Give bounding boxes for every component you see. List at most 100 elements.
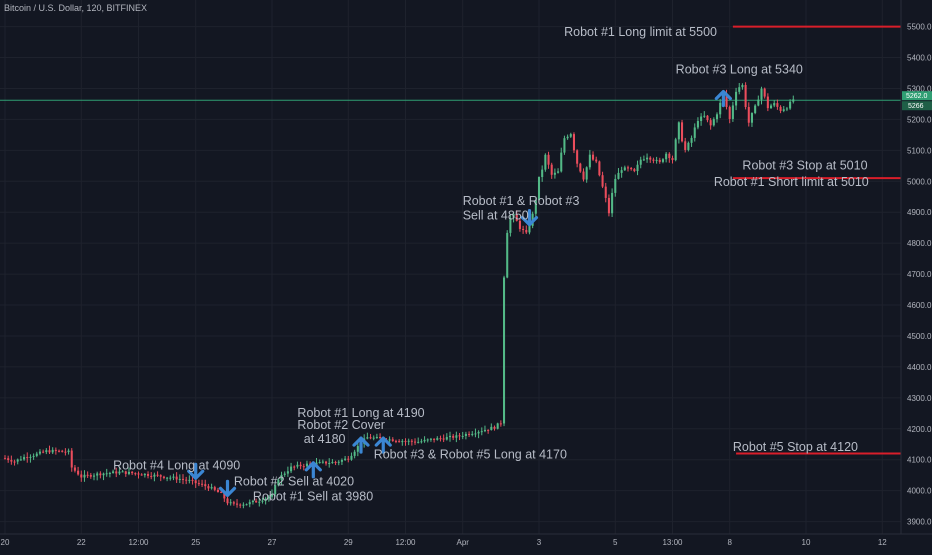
candle-body (750, 113, 753, 123)
candle-body (611, 192, 614, 214)
candle-body (121, 471, 124, 473)
price-axis[interactable]: 3900.0 4000.0 4100.0 4200.0 4300.0 4400.0 4500… (900, 0, 932, 534)
candle-body (325, 461, 328, 464)
candle-body (19, 459, 22, 461)
candle-body (283, 473, 286, 475)
candle-body (461, 436, 464, 438)
candle-body (719, 102, 722, 115)
price-tick-label: 4500.0 (907, 332, 932, 341)
candle-body (766, 96, 769, 109)
candle-body (420, 441, 423, 443)
candle-body (550, 164, 553, 175)
candle-body (267, 496, 270, 499)
candle-body (499, 423, 502, 425)
candle-body (213, 487, 216, 490)
symbol-title: Bitcoin / U.S. Dollar, 120, BITFINEX (4, 3, 148, 13)
candle-body (744, 84, 747, 108)
arrow-robot2-cover (374, 436, 392, 454)
candle-body (582, 171, 585, 180)
robot1-short-limit: Robot #1 Short limit at 5010 (714, 175, 869, 189)
candle-body (776, 103, 779, 107)
candle-body (7, 458, 10, 461)
last-price-text-secondary: 5266 (908, 103, 924, 110)
candle-body (264, 498, 267, 501)
time-tick-label: 12:00 (128, 538, 149, 547)
candle-body (29, 456, 32, 458)
candle-body (398, 441, 401, 443)
candle-body (506, 232, 509, 278)
candle-body (452, 435, 455, 438)
candle-body (576, 150, 579, 164)
candle-body (448, 435, 452, 438)
candle-body (614, 178, 617, 193)
candle-body (375, 437, 378, 439)
time-tick-label: 5 (613, 538, 618, 547)
candle-body (518, 220, 521, 229)
candle-body (105, 473, 108, 475)
candle-body (779, 106, 782, 111)
candle-body (64, 451, 67, 453)
candle-body (172, 476, 175, 478)
candle-body (598, 161, 601, 176)
robot1-long: Robot #1 Long at 4190 (297, 406, 424, 420)
candle-body (99, 473, 102, 476)
candle-body (334, 462, 337, 464)
candle-body (388, 439, 391, 441)
candle-body (210, 487, 213, 489)
candle-body (522, 228, 525, 230)
candle-body (245, 504, 248, 506)
candle-body (642, 159, 645, 161)
robot1-sell: Robot #1 Sell at 3980 (253, 490, 373, 504)
candle-body (86, 474, 89, 476)
candle-body (515, 213, 518, 221)
candle-body (410, 440, 413, 442)
candle-body (474, 433, 477, 435)
candle-body (89, 474, 92, 477)
candle-body (38, 451, 41, 454)
candle-body (80, 474, 83, 478)
candle-body (712, 119, 715, 126)
price-tick-label: 4900.0 (907, 208, 932, 217)
arrow-robot1-robot3-sell (520, 208, 539, 227)
price-tick-label: 4800.0 (907, 239, 932, 248)
time-tick-label: 20 (1, 538, 10, 547)
candle-body (67, 450, 70, 453)
candle-body (42, 451, 45, 453)
candle-body (236, 503, 239, 505)
candle-body (436, 438, 439, 440)
last-price-badge-secondary (902, 101, 932, 111)
candle-body (344, 458, 347, 460)
candle-body (356, 446, 359, 452)
candle-body (700, 116, 703, 122)
price-tick-label: 4000.0 (907, 487, 932, 496)
candle-body (318, 462, 321, 464)
candle-body (321, 461, 324, 463)
candle-body (16, 459, 19, 462)
candle-body (553, 172, 556, 175)
candle-body (763, 88, 766, 97)
candle-body (770, 105, 773, 109)
candle-body (782, 109, 785, 111)
arrow-robot1-long (352, 436, 370, 454)
candle-body (512, 213, 515, 218)
candle-body (604, 186, 607, 198)
candle-body (541, 169, 544, 178)
candle-body (92, 475, 96, 477)
time-axis[interactable]: 20 22 12:00 25 27 29 12:00 Apr 3 5 13:00 8 10 12 (0, 533, 932, 547)
candle-body (674, 139, 677, 161)
candle-body (108, 472, 111, 474)
candle-body (350, 455, 353, 460)
candle-body (754, 105, 757, 114)
candle-body (150, 475, 153, 477)
candle-body (391, 439, 394, 441)
candle-body (658, 159, 661, 162)
candle-body (696, 121, 699, 128)
candle-body (185, 479, 188, 481)
price-tick-label: 5100.0 (907, 146, 932, 155)
candle-body (96, 473, 99, 476)
candle-body (585, 167, 588, 180)
price-tick-label: 4200.0 (907, 425, 932, 434)
